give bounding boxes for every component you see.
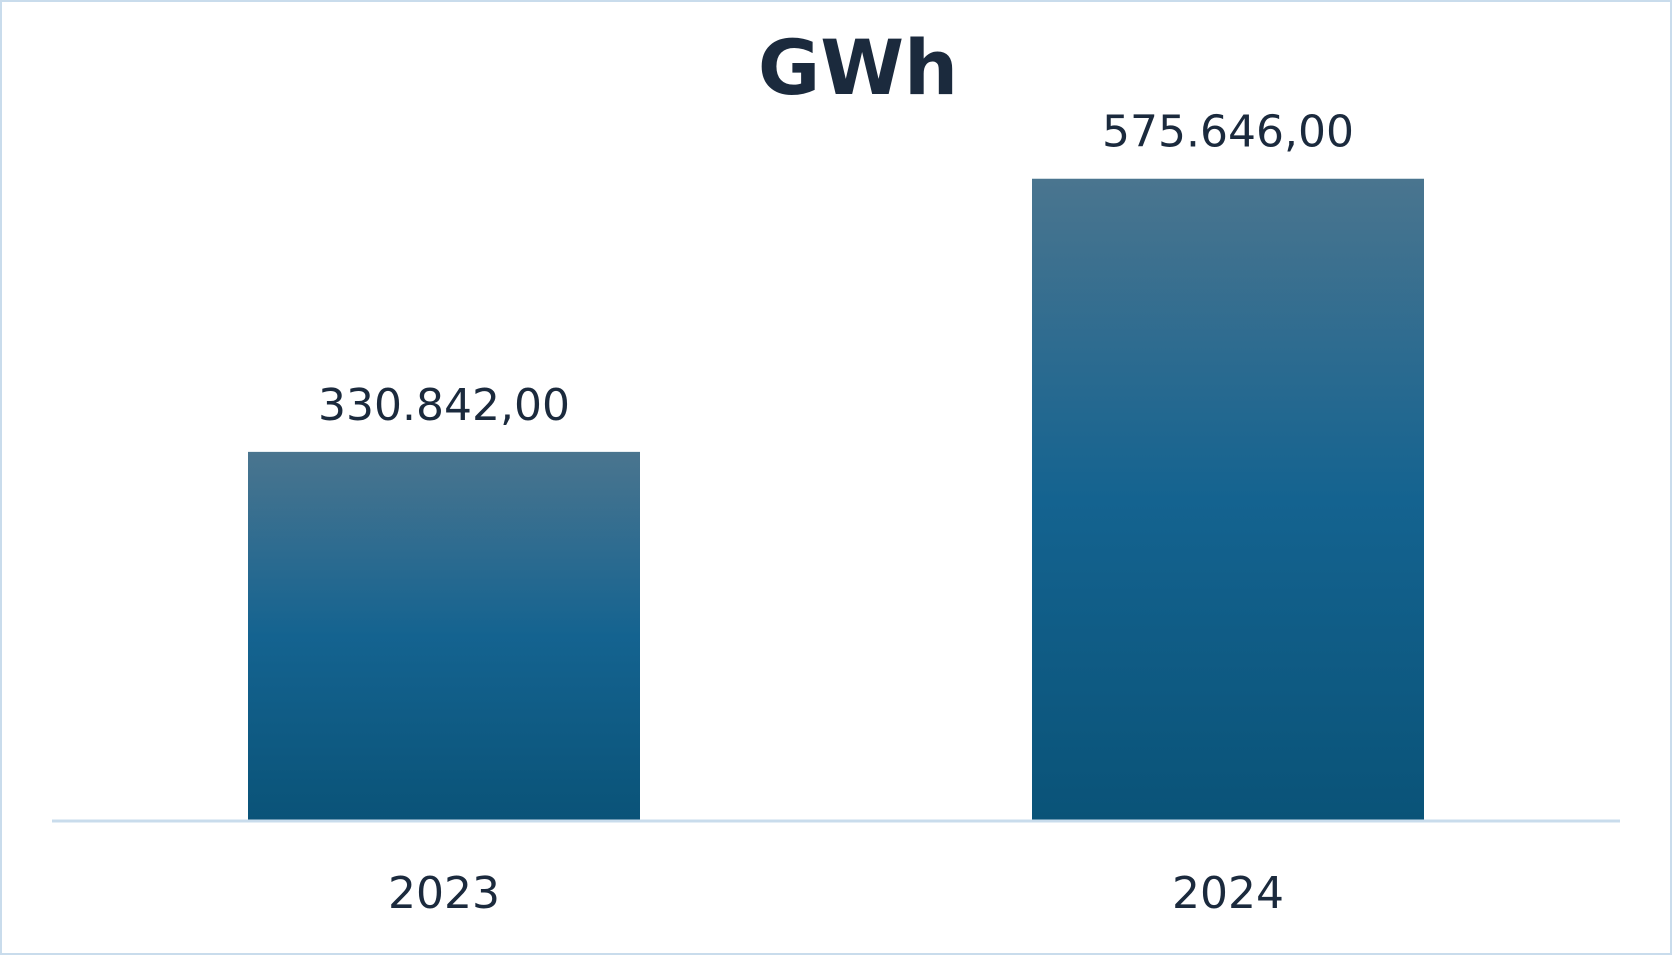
bar-2023 xyxy=(248,451,640,821)
x-tick-label-2023: 2023 xyxy=(388,868,500,919)
bars-group xyxy=(248,178,1424,821)
chart-title: GWh xyxy=(758,23,958,112)
x-tick-labels-group: 2023 2024 xyxy=(388,868,1284,919)
data-label-2023: 330.842,00 xyxy=(318,380,570,431)
data-labels-group: 330.842,00 575.646,00 xyxy=(318,107,1354,431)
x-tick-label-2024: 2024 xyxy=(1172,868,1284,919)
data-label-2024: 575.646,00 xyxy=(1102,107,1354,158)
bar-2024 xyxy=(1032,178,1424,821)
